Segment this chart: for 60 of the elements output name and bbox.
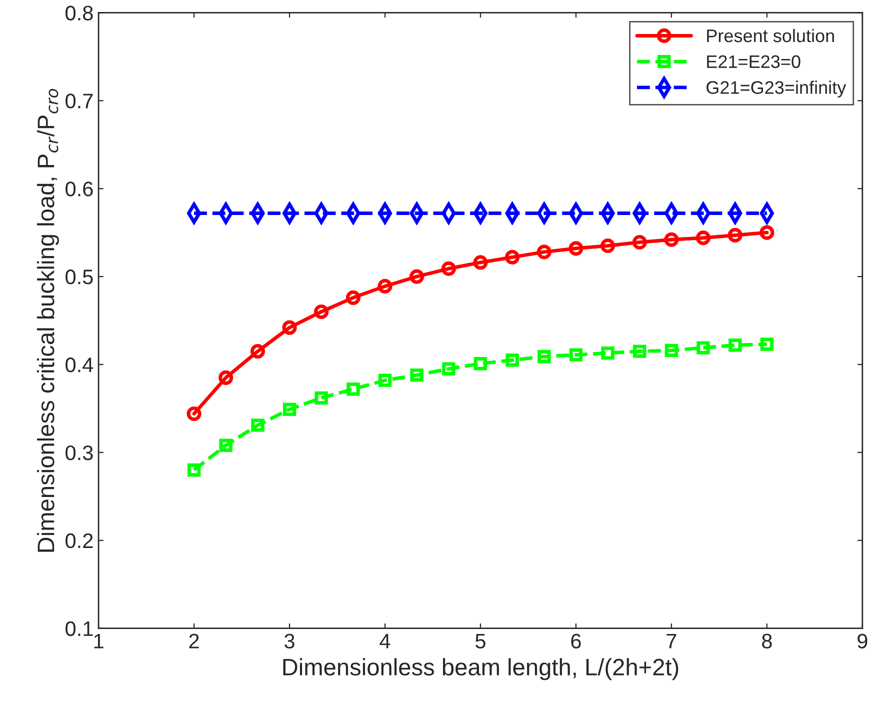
x-tick-label: 5 [476,634,486,649]
point [282,402,296,416]
y-tick-label: 0.3 [66,445,93,460]
point [568,241,584,256]
point [441,261,456,276]
point [633,344,646,358]
point [600,238,616,254]
point [346,382,360,396]
y-tick-label: 0.7 [66,94,93,108]
point [314,391,328,405]
point [187,463,201,477]
y-tick-label: 0.2 [66,533,93,548]
y-tick-label: 0.8 [66,6,93,20]
x-tick-label: 1 [94,634,104,648]
y-tick-label: 0.4 [66,358,94,372]
y-tick-label: 0.1 [66,621,93,636]
point [442,362,456,376]
point [696,230,711,246]
point [282,320,297,335]
point [760,225,774,240]
legend-label: Present solution [707,28,834,42]
point [346,290,360,305]
point [186,406,202,422]
point [696,341,710,354]
point [506,354,519,367]
point [728,228,742,243]
point [538,350,551,364]
point [378,374,392,387]
point [632,234,647,250]
point [760,338,774,351]
point [473,255,488,270]
y-tick-label: 0.5 [66,270,93,284]
x-tick-label: 7 [666,634,676,648]
x-tick-label: 2 [189,634,199,648]
point [410,269,424,284]
point [569,348,583,362]
point [728,338,742,352]
point [218,370,234,385]
x-tick-label: 3 [284,634,294,649]
x-tick-label: 8 [762,634,772,649]
point [378,278,392,294]
legend-label: E21=E23=0 [707,55,800,68]
point [219,438,232,452]
x-tick-label: 4 [380,634,390,648]
point [504,250,520,264]
x-tick-label: 6 [571,634,581,649]
point [250,344,266,359]
point [474,357,488,370]
point [314,304,329,320]
point [664,232,679,247]
point [601,346,614,360]
y-tick-label: 0.6 [66,182,93,196]
point [664,344,678,358]
y-axis-title: Dimensionless critical buckling load, P$_{cr}$/P$_{cro}$ [36,88,59,552]
point [251,418,264,432]
x-axis-title: Dimensionless beam length, L/(2h+2t) [283,658,678,680]
point [410,368,424,382]
point [536,244,552,260]
legend-label: G21=G23=infinity [706,80,846,98]
x-tick-label: 9 [858,634,868,649]
